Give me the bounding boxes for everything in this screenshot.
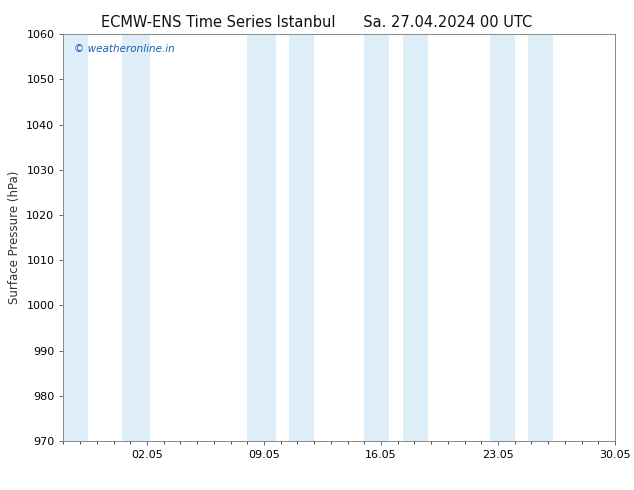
Y-axis label: Surface Pressure (hPa): Surface Pressure (hPa): [8, 171, 21, 304]
Bar: [528, 34, 553, 441]
Bar: [365, 34, 389, 441]
Text: © weatheronline.in: © weatheronline.in: [74, 45, 175, 54]
Bar: [289, 34, 314, 441]
Text: ECMW-ENS Time Series Istanbul      Sa. 27.04.2024 00 UTC: ECMW-ENS Time Series Istanbul Sa. 27.04.…: [101, 15, 533, 30]
Bar: [63, 34, 89, 441]
Bar: [403, 34, 428, 441]
Bar: [122, 34, 150, 441]
Bar: [247, 34, 276, 441]
Bar: [489, 34, 515, 441]
